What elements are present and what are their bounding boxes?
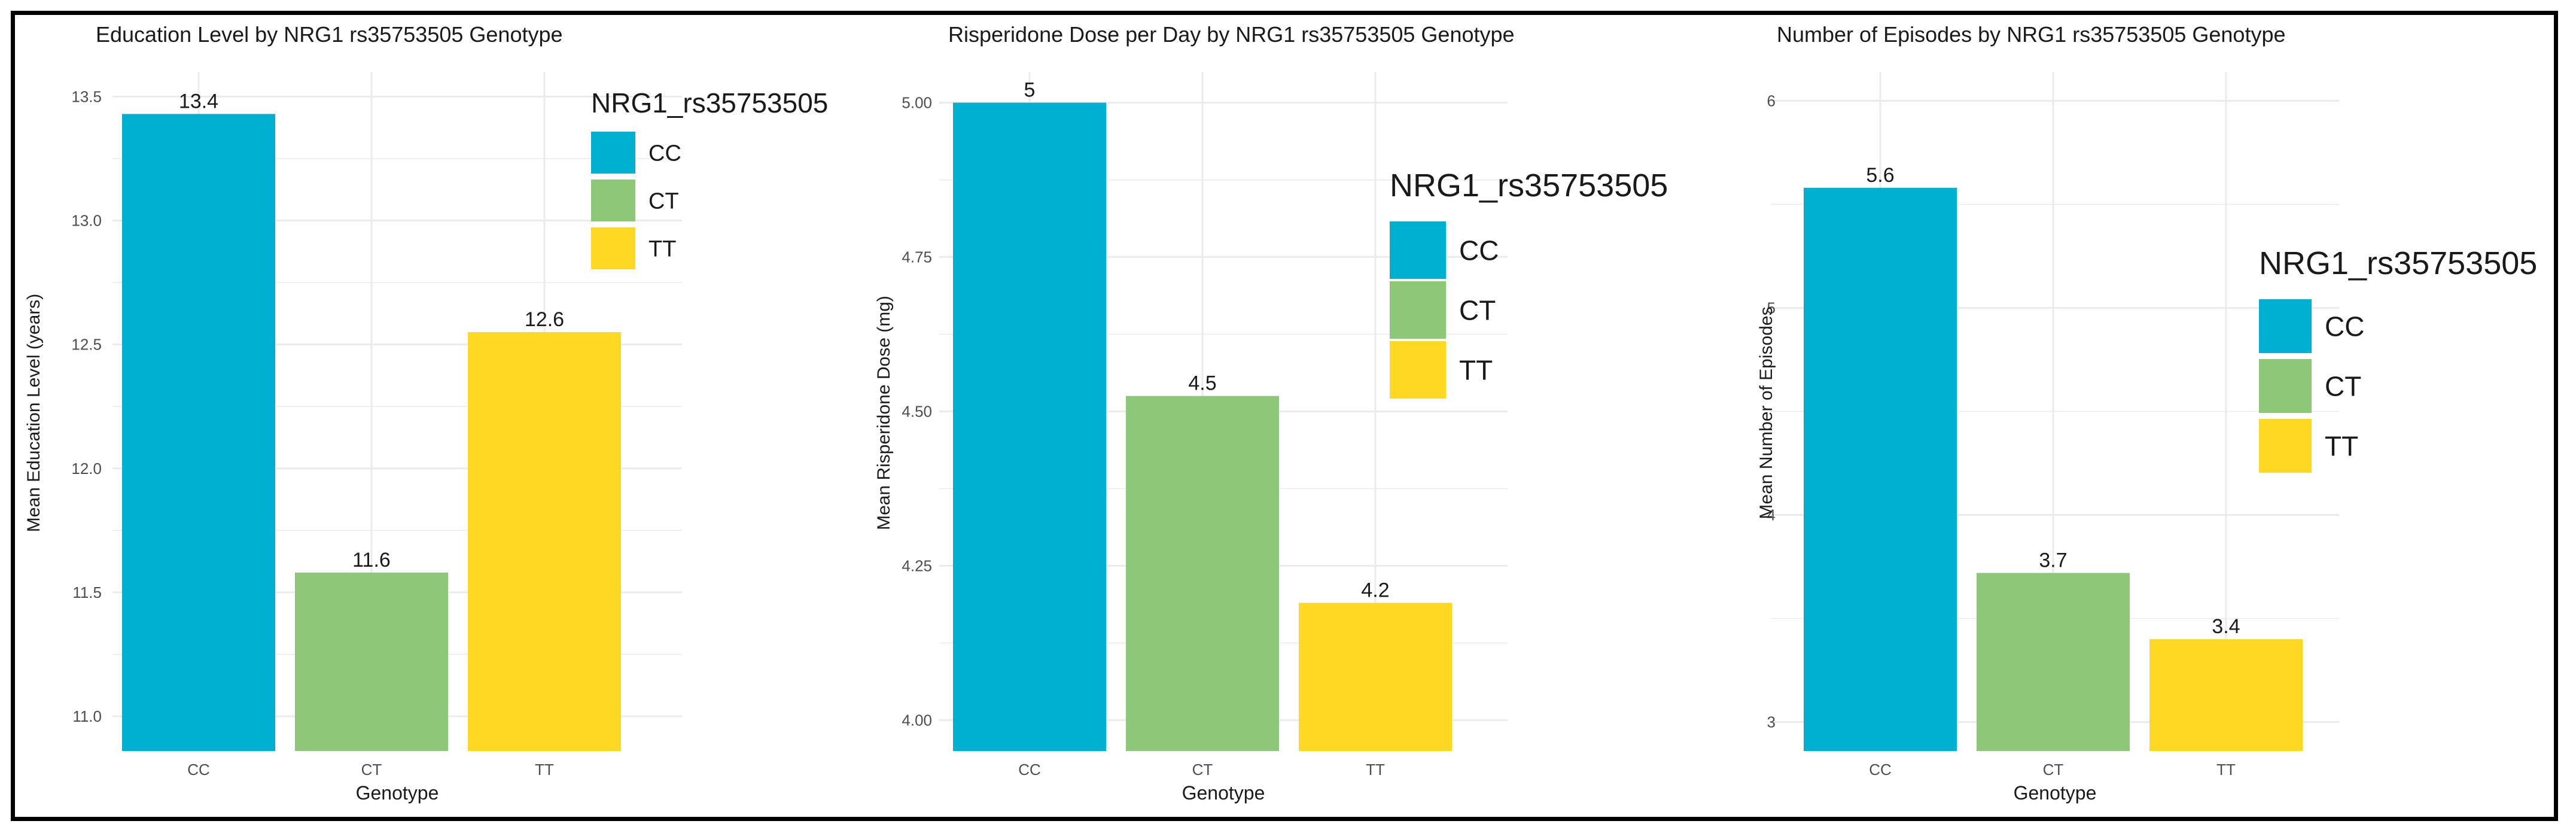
x-tick-label: CT — [1192, 761, 1213, 779]
data-label-ct: 11.6 — [352, 549, 391, 571]
legend: NRG1_rs35753505 CC CT TT — [591, 87, 828, 269]
bar-tt — [1299, 603, 1452, 751]
x-axis-label: Genotype — [1182, 782, 1265, 804]
bar-cc — [122, 114, 275, 752]
y-axis-label: Mean Risperidone Dose (mg) — [874, 296, 894, 530]
legend-title: NRG1_rs35753505 — [591, 87, 828, 118]
bar-cc — [1804, 187, 1957, 751]
legend-label-ct: CT — [2325, 371, 2361, 402]
y-tick-label: 12.5 — [71, 336, 102, 354]
bar-tt — [468, 332, 621, 751]
y-axis-label: Mean Number of Episodes — [1756, 306, 1776, 519]
y-tick-label: 4.75 — [902, 248, 932, 266]
legend-key-cc — [2259, 299, 2312, 353]
data-label-cc: 5 — [1024, 79, 1036, 102]
legend-label-cc: CC — [2325, 311, 2364, 342]
legend-key-ct — [591, 180, 635, 221]
legend: NRG1_rs35753505 CC CT TT — [2259, 245, 2537, 473]
legend-label-cc: CC — [648, 141, 681, 166]
x-tick-label: TT — [535, 761, 554, 779]
y-tick-label: 5.00 — [902, 94, 932, 112]
data-label-tt: 12.6 — [525, 308, 564, 331]
data-label-tt: 3.4 — [2212, 615, 2240, 638]
data-label-ct: 4.5 — [1188, 372, 1216, 395]
legend-key-tt — [1390, 341, 1446, 399]
legend-key-ct — [1390, 281, 1446, 339]
bar-ct — [1126, 396, 1279, 751]
y-tick-label: 3 — [1767, 713, 1776, 731]
legend-key-ct — [2259, 359, 2312, 413]
legend-key-cc — [1390, 221, 1446, 279]
y-tick-label: 4.00 — [902, 711, 932, 729]
y-tick-label: 4 — [1767, 506, 1776, 524]
x-tick-label: CC — [1018, 761, 1041, 779]
x-tick-label: TT — [2216, 761, 2236, 779]
x-tick-label: CC — [1869, 761, 1892, 779]
y-tick-label: 13.0 — [71, 212, 102, 230]
chart-title: Risperidone Dose per Day by NRG1 rs35753… — [948, 22, 1515, 47]
x-tick-label: TT — [1366, 761, 1385, 779]
chart-title: Education Level by NRG1 rs35753505 Genot… — [96, 22, 563, 47]
legend-key-cc — [591, 132, 635, 174]
legend-label-ct: CT — [1459, 295, 1496, 326]
x-axis-label: Genotype — [2014, 782, 2097, 804]
chart-title: Number of Episodes by NRG1 rs35753505 Ge… — [1777, 22, 2285, 47]
legend-label-tt: TT — [2325, 431, 2358, 462]
legend-key-tt — [2259, 419, 2312, 473]
chart-panel-2: Risperidone Dose per Day by NRG1 rs35753… — [874, 22, 1668, 804]
y-axis-label: Mean Education Level (years) — [24, 294, 44, 533]
y-tick-label: 12.0 — [71, 460, 102, 478]
bar-ct — [1977, 573, 2130, 751]
bar-ct — [295, 572, 448, 751]
y-tick-label: 6 — [1767, 92, 1776, 110]
y-tick-label: 4.50 — [902, 403, 932, 421]
bar-tt — [2149, 639, 2303, 751]
x-tick-label: CT — [361, 761, 382, 779]
y-tick-label: 5 — [1767, 299, 1776, 317]
data-label-cc: 13.4 — [179, 90, 218, 113]
legend: NRG1_rs35753505 CC CT TT — [1390, 168, 1668, 399]
y-tick-label: 11.5 — [72, 583, 102, 601]
legend-key-tt — [591, 227, 635, 269]
y-tick-label: 13.5 — [71, 87, 102, 105]
bar-cc — [953, 102, 1106, 751]
legend-title: NRG1_rs35753505 — [2259, 245, 2537, 281]
x-axis-label: Genotype — [356, 782, 439, 804]
chart-panel-3: Number of Episodes by NRG1 rs35753505 Ge… — [1756, 22, 2537, 804]
data-label-tt: 4.2 — [1361, 579, 1389, 601]
x-tick-label: CC — [187, 761, 210, 779]
legend-label-cc: CC — [1459, 235, 1499, 266]
data-label-ct: 3.7 — [2039, 549, 2067, 571]
data-label-cc: 5.6 — [1866, 164, 1894, 187]
y-tick-label: 11.0 — [72, 707, 102, 725]
legend-label-ct: CT — [648, 189, 679, 214]
legend-label-tt: TT — [1459, 355, 1493, 386]
y-tick-label: 4.25 — [902, 557, 932, 574]
legend-label-tt: TT — [648, 237, 676, 262]
legend-title: NRG1_rs35753505 — [1390, 168, 1668, 203]
x-tick-label: CT — [2043, 761, 2064, 779]
chart-panel-1: Education Level by NRG1 rs35753505 Genot… — [24, 22, 828, 804]
